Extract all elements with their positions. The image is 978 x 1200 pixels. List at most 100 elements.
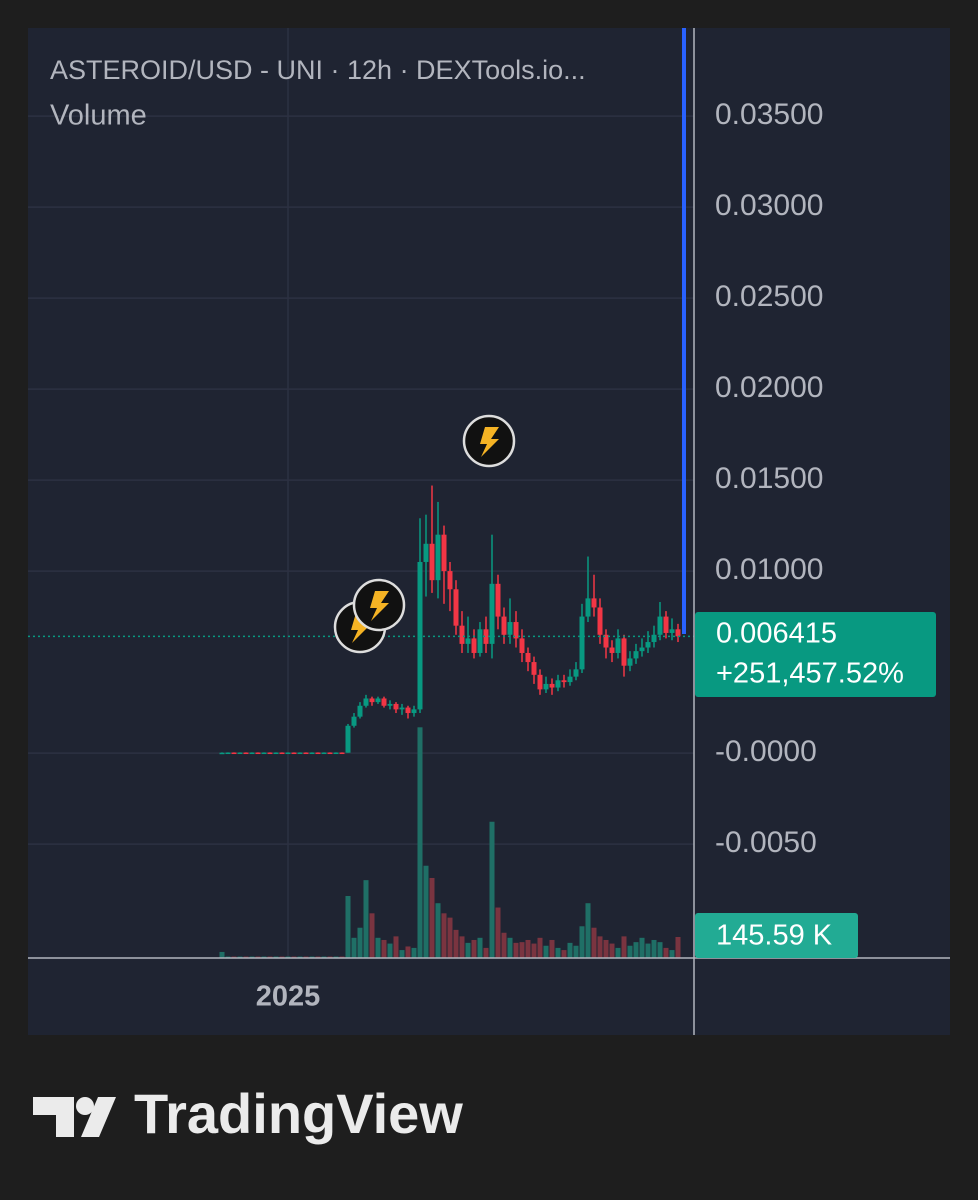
candle-body: [543, 683, 549, 690]
candle-body: [567, 676, 573, 683]
y-tick-label: -0.0000: [715, 735, 817, 768]
candle-body: [243, 752, 249, 755]
volume-bar: [615, 947, 621, 958]
volume-bar: [579, 926, 585, 958]
volume-bar: [609, 943, 615, 958]
volume-bar: [417, 727, 423, 958]
candle-body: [663, 616, 669, 633]
candle-body: [465, 638, 471, 644]
volume-bar: [423, 865, 429, 958]
volume-bar: [603, 939, 609, 958]
volume-bar: [477, 937, 483, 958]
volume-bar: [495, 907, 501, 958]
volume-bar: [675, 937, 681, 958]
candle-body: [297, 752, 303, 755]
volume-bar: [621, 936, 627, 958]
volume-bar: [357, 927, 363, 958]
candle-body: [645, 642, 651, 648]
candle-body: [525, 652, 531, 663]
candle-body: [303, 752, 309, 755]
brand-name: TradingView: [134, 1082, 463, 1145]
chart-panel: [28, 28, 950, 1035]
candle-body: [237, 752, 243, 755]
candle-body: [591, 598, 597, 608]
volume-bar: [519, 942, 525, 958]
candle-body: [483, 629, 489, 644]
candle-body: [603, 634, 609, 648]
candle-body: [363, 698, 369, 706]
candle-body: [513, 622, 519, 639]
candle-body: [327, 752, 333, 755]
volume-bar: [405, 946, 411, 958]
candle-body: [459, 625, 465, 644]
volume-caption: Volume: [50, 100, 147, 132]
volume-bar: [525, 939, 531, 958]
candle-body: [519, 638, 525, 653]
candle-body: [255, 752, 261, 755]
volume-bar: [393, 936, 399, 958]
volume-bar: [465, 942, 471, 958]
volume-bar: [387, 943, 393, 958]
volume-last-label: 145.59 K: [716, 920, 833, 952]
volume-bar: [441, 913, 447, 958]
volume-bar: [531, 943, 537, 958]
candle-body: [615, 638, 621, 653]
candle-body: [339, 752, 345, 755]
candle-body: [357, 705, 363, 717]
candle-body: [267, 752, 273, 755]
candle-body: [333, 752, 339, 755]
volume-bar: [555, 947, 561, 958]
candle-body: [633, 651, 639, 659]
candle-body: [489, 583, 495, 644]
candle-body: [375, 698, 381, 703]
candle-body: [537, 674, 543, 690]
candle-body: [501, 616, 507, 635]
candle-body: [315, 752, 321, 755]
volume-bar: [483, 947, 489, 958]
volume-box: [695, 913, 858, 958]
candle-body: [435, 534, 441, 581]
candle-body: [609, 647, 615, 653]
candle-body: [441, 534, 447, 572]
volume-bar: [435, 903, 441, 958]
last-price-box: [695, 612, 936, 697]
volume-bar: [549, 939, 555, 958]
volume-bar: [375, 937, 381, 958]
candle-body: [219, 752, 225, 755]
candle-body: [411, 709, 417, 714]
candle-body: [369, 698, 375, 703]
volume-bar: [669, 950, 675, 958]
volume-bar: [501, 932, 507, 958]
brand-logo: [33, 1097, 116, 1137]
change-label: +251,457.52%: [716, 658, 904, 690]
candle-body: [477, 629, 483, 653]
candle-body: [651, 634, 657, 643]
candle-body: [495, 583, 501, 617]
volume-bar: [507, 937, 513, 958]
x-tick-label: 2025: [256, 981, 321, 1013]
candle-body: [657, 616, 663, 635]
volume-bar: [663, 947, 669, 958]
candle-body: [579, 616, 585, 670]
candle-body: [249, 752, 255, 755]
candle-body: [429, 543, 435, 581]
candle-body: [345, 725, 351, 753]
y-tick-label: 0.02000: [715, 371, 823, 404]
volume-bar: [471, 939, 477, 958]
candle-body: [393, 703, 399, 710]
candle-body: [351, 716, 357, 726]
volume-bar: [513, 942, 519, 958]
candle-body: [531, 662, 537, 675]
candle-body: [471, 638, 477, 653]
volume-bar: [381, 939, 387, 958]
candle-body: [225, 752, 231, 755]
volume-bar: [651, 939, 657, 958]
volume-bar: [573, 945, 579, 958]
volume-bar: [447, 917, 453, 958]
volume-bar: [597, 936, 603, 958]
candle-body: [453, 589, 459, 626]
candle-body: [573, 669, 579, 677]
volume-bar: [363, 880, 369, 958]
y-tick-label: 0.01500: [715, 462, 823, 495]
candle-body: [675, 629, 681, 637]
